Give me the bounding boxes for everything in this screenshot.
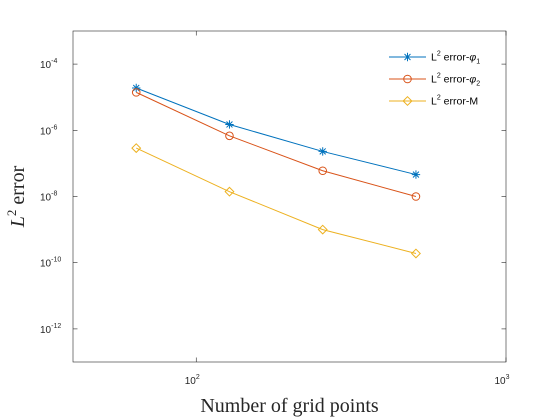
data-point [317, 224, 328, 235]
series-line [136, 147, 417, 254]
legend-item: L2 error-φ2 [389, 73, 480, 88]
y-tick-label-base: 10 [40, 193, 52, 204]
x-tick-label-exp: 2 [196, 374, 200, 381]
y-axis-title-sup: 2 [4, 210, 19, 217]
x-tick-label: 103 [494, 374, 509, 387]
data-point [131, 88, 141, 97]
y-tick-label-exp: -10 [51, 257, 61, 264]
series-line [136, 91, 417, 197]
legend-label: L2 error-M [431, 95, 478, 108]
legend-label-rest: error- [441, 74, 470, 86]
y-tick-label-exp: -12 [51, 323, 61, 330]
x-tick-label-exp: 3 [506, 374, 510, 381]
x-axis: 102 103 [185, 31, 510, 387]
data-point [410, 248, 421, 259]
legend-label-sub: 2 [476, 81, 480, 88]
data-point [403, 52, 412, 62]
y-tick-label: 10-4 [40, 58, 57, 71]
legend-label-rest: error-M [441, 96, 478, 108]
data-point [225, 120, 234, 129]
y-tick-label-exp: -8 [51, 191, 57, 198]
legend-label-base: L [431, 96, 437, 108]
data-point [403, 74, 412, 84]
y-tick-label-exp: -6 [51, 124, 57, 131]
y-tick-label: 10-12 [40, 323, 61, 336]
x-tick-label: 102 [185, 374, 200, 387]
legend-label-base: L [431, 52, 437, 64]
legend-item: L2 error-M [389, 95, 478, 108]
legend-label-base: L [431, 74, 437, 86]
data-point [224, 186, 235, 197]
data-point [318, 147, 327, 156]
y-tick-label: 10-10 [40, 257, 61, 270]
series-layer [131, 83, 421, 259]
legend-label: L2 error-φ2 [431, 73, 480, 88]
legend-label-sub: 1 [476, 59, 480, 66]
y-axis-title: L2 error [4, 165, 29, 228]
legend-label-sup: 2 [437, 73, 441, 80]
data-point [132, 83, 141, 93]
legend-label-greek: φ [469, 74, 476, 86]
legend-label-sup: 2 [437, 95, 441, 102]
data-point [411, 192, 421, 201]
series-2 [131, 88, 421, 201]
series-1 [132, 83, 421, 179]
legend-label-sup: 2 [437, 51, 441, 58]
data-point [411, 170, 421, 179]
x-axis-title: Number of grid points [200, 395, 379, 417]
y-tick-label-base: 10 [40, 60, 52, 71]
data-point [402, 95, 413, 107]
data-point [225, 131, 234, 141]
x-tick-label-base: 10 [185, 376, 197, 387]
y-tick-label-exp: -4 [51, 58, 57, 65]
y-tick-label-base: 10 [40, 126, 52, 137]
data-point [131, 143, 142, 154]
series-line [136, 87, 417, 176]
legend-item: L2 error-φ1 [389, 51, 480, 66]
y-tick-label-base: 10 [40, 259, 52, 270]
data-point [318, 166, 328, 176]
legend-label-greek: φ [469, 52, 476, 64]
y-axis-title-base: L [7, 216, 29, 228]
series-3 [131, 143, 421, 259]
x-tick-label-base: 10 [494, 376, 506, 387]
y-tick-label-base: 10 [40, 325, 52, 336]
y-tick-label: 10-8 [40, 191, 57, 204]
legend-label: L2 error-φ1 [431, 51, 480, 66]
y-tick-label: 10-6 [40, 124, 57, 137]
y-axis-title-rest: error [7, 165, 29, 209]
legend-label-rest: error- [441, 52, 470, 64]
